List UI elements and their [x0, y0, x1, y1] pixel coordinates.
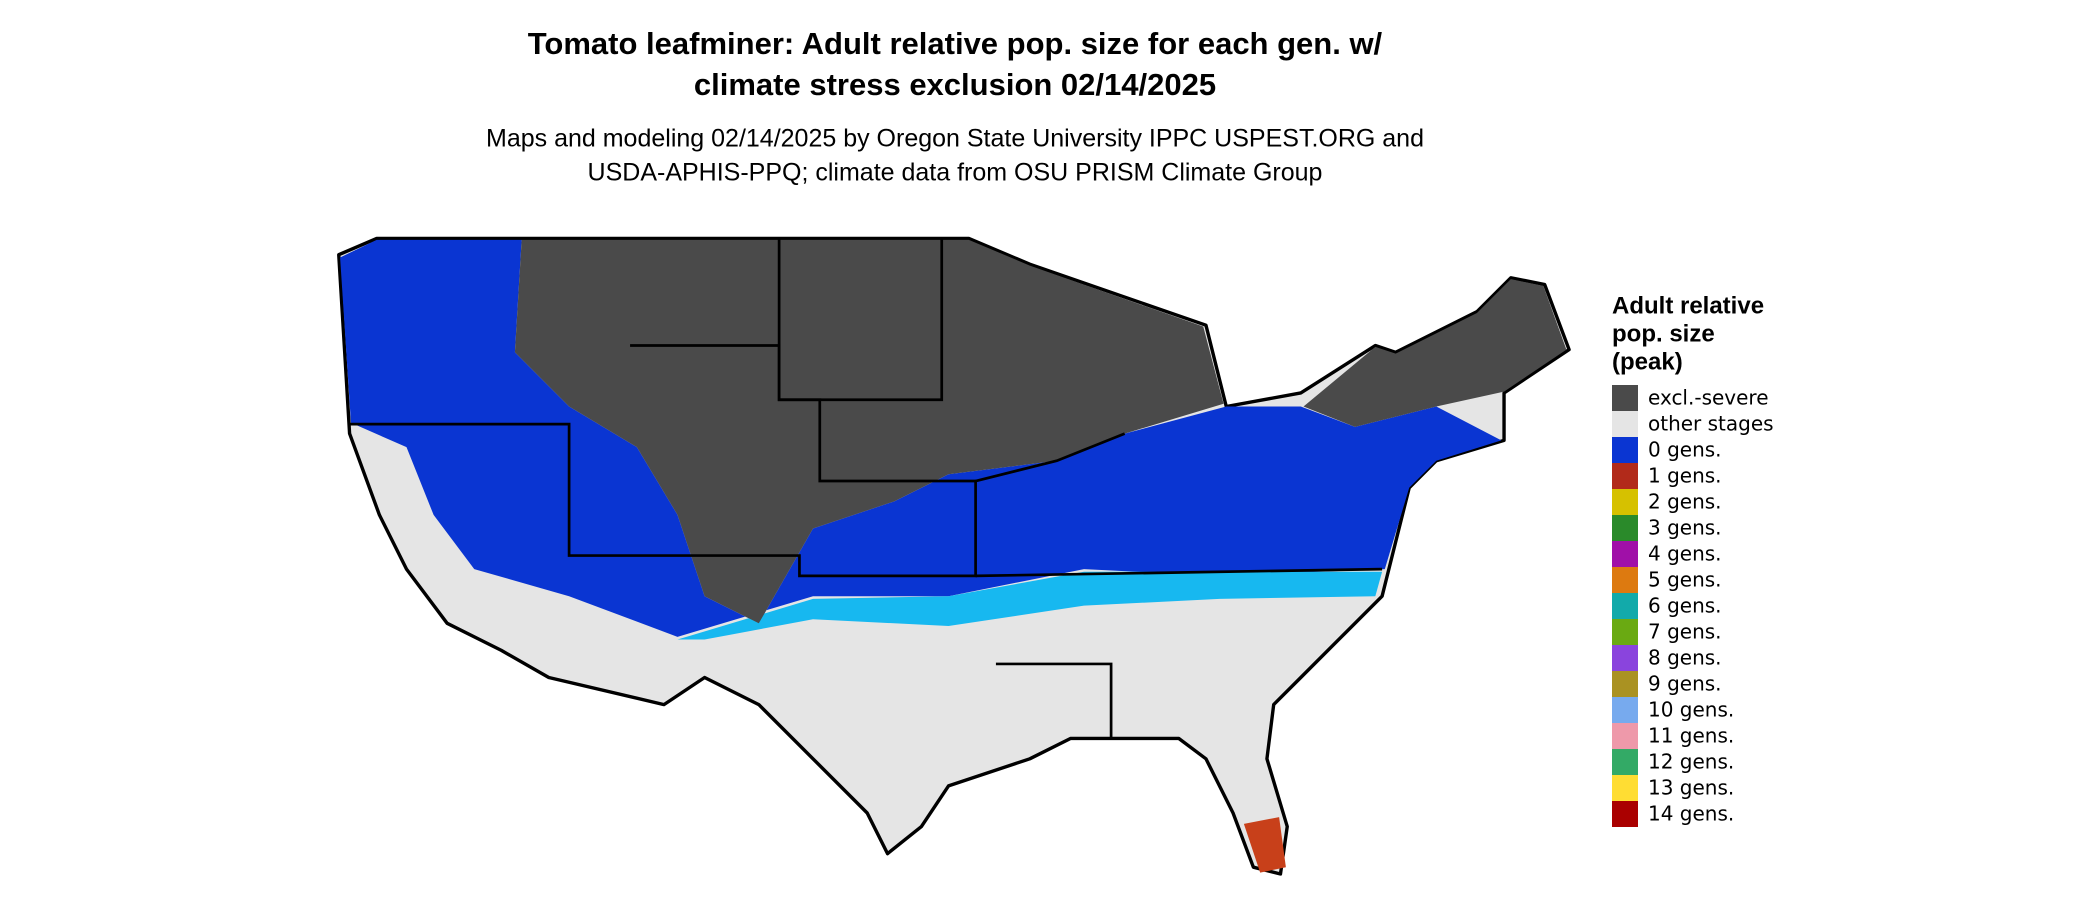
legend-label: 10 gens. — [1648, 698, 1734, 722]
legend-swatch — [1612, 593, 1638, 619]
legend-label: 7 gens. — [1648, 620, 1722, 644]
legend-swatch — [1612, 385, 1638, 411]
legend-label: 4 gens. — [1648, 542, 1722, 566]
legend-swatch — [1612, 567, 1638, 593]
zone-light-blue — [677, 571, 1383, 640]
legend-swatch — [1612, 801, 1638, 827]
zone-blue — [340, 239, 1502, 637]
title-line: climate stress exclusion 02/14/2025 — [694, 67, 1216, 102]
legend-label: 11 gens. — [1648, 724, 1734, 748]
subtitle-line: USDA-APHIS-PPQ; climate data from OSU PR… — [588, 159, 1323, 187]
legend-title: pop. size — [1612, 320, 1715, 347]
legend-title: (peak) — [1612, 348, 1683, 375]
legend-swatch — [1612, 489, 1638, 515]
legend-label: 12 gens. — [1648, 750, 1734, 774]
legend-swatch — [1612, 463, 1638, 489]
legend-label: 2 gens. — [1648, 490, 1722, 514]
legend-label: 8 gens. — [1648, 646, 1722, 670]
zone-excluded-ne — [1303, 279, 1567, 427]
legend-swatch — [1612, 411, 1638, 437]
header: Tomato leafminer: Adult relative pop. si… — [486, 26, 1424, 186]
legend-swatch — [1612, 697, 1638, 723]
legend-title: Adult relative — [1612, 292, 1764, 319]
legend-label: 14 gens. — [1648, 802, 1734, 826]
legend-swatch — [1612, 671, 1638, 697]
legend-label: 5 gens. — [1648, 568, 1722, 592]
legend-label: other stages — [1648, 412, 1774, 436]
zone-florida — [1243, 817, 1286, 873]
border — [630, 238, 944, 402]
border — [975, 432, 1126, 483]
legend-label: 6 gens. — [1648, 594, 1722, 618]
legend-label: 0 gens. — [1648, 438, 1722, 462]
legend-swatch — [1612, 645, 1638, 671]
us-map — [337, 236, 1571, 876]
legend-swatch — [1612, 619, 1638, 645]
legend-label: 9 gens. — [1648, 672, 1722, 696]
legend-swatch — [1612, 437, 1638, 463]
zone-excluded — [514, 239, 1224, 624]
legend-swatch — [1612, 723, 1638, 749]
subtitle-line: Maps and modeling 02/14/2025 by Oregon S… — [486, 125, 1424, 153]
legend-swatch — [1612, 749, 1638, 775]
state-borders — [349, 238, 1383, 739]
border — [995, 662, 1113, 739]
legend-label: 13 gens. — [1648, 776, 1734, 800]
legend-swatch — [1612, 541, 1638, 567]
legend-swatch — [1612, 515, 1638, 541]
legend-label: 3 gens. — [1648, 516, 1722, 540]
legend-label: excl.-severe — [1648, 386, 1769, 410]
legend-label: 1 gens. — [1648, 464, 1722, 488]
legend-swatch — [1612, 775, 1638, 801]
title-line: Tomato leafminer: Adult relative pop. si… — [528, 26, 1383, 61]
border — [975, 567, 1383, 578]
